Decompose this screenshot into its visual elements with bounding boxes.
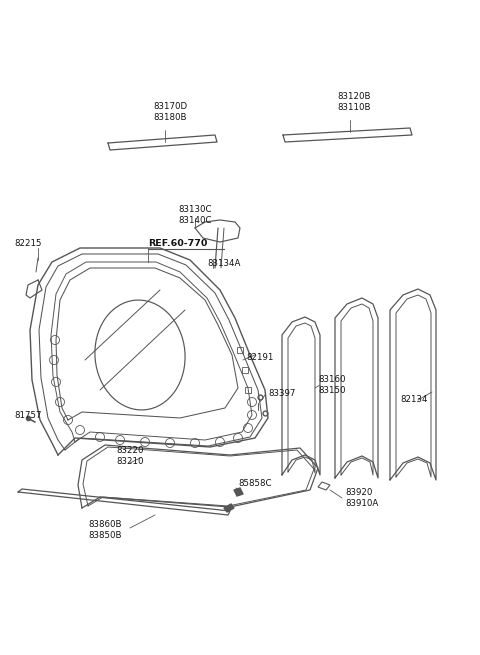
Text: 83220
83210: 83220 83210 <box>116 446 144 466</box>
Text: 82134: 82134 <box>400 396 428 405</box>
Text: 83920
83910A: 83920 83910A <box>345 488 378 508</box>
Polygon shape <box>234 488 243 496</box>
Text: 83134A: 83134A <box>207 259 240 267</box>
Text: 82215: 82215 <box>14 238 42 248</box>
Text: 83160
83150: 83160 83150 <box>318 375 346 395</box>
Text: 81757: 81757 <box>14 411 41 419</box>
Text: 83397: 83397 <box>268 388 295 398</box>
Text: 82191: 82191 <box>246 354 274 362</box>
Bar <box>237 347 243 353</box>
Text: 83120B
83110B: 83120B 83110B <box>337 92 371 112</box>
Bar <box>242 367 248 373</box>
Text: REF.60-770: REF.60-770 <box>148 238 207 248</box>
Polygon shape <box>224 504 234 512</box>
Text: 83170D
83180B: 83170D 83180B <box>153 102 187 122</box>
Text: 83130C
83140C: 83130C 83140C <box>178 205 212 225</box>
Text: 83860B
83850B: 83860B 83850B <box>88 520 122 540</box>
Text: 85858C: 85858C <box>238 479 272 489</box>
Bar <box>245 387 251 393</box>
